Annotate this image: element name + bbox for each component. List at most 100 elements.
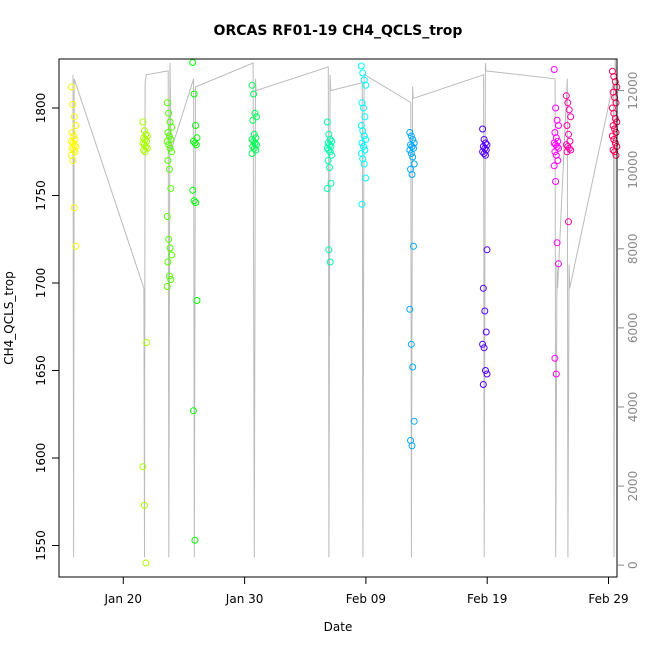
- data-point: [324, 157, 332, 164]
- data-point: [72, 143, 80, 150]
- data-point: [71, 148, 79, 156]
- data-point: [550, 66, 558, 73]
- data-point: [165, 109, 173, 117]
- data-point: [611, 115, 619, 122]
- data-point: [554, 137, 562, 145]
- data-point: [480, 150, 488, 157]
- data-point: [565, 130, 572, 138]
- data-point: [553, 116, 561, 124]
- y2-tick-label: 12000: [626, 72, 640, 110]
- data-point: [253, 141, 260, 149]
- data-point: [70, 113, 78, 121]
- data-point: [479, 284, 487, 292]
- data-point: [168, 148, 176, 156]
- data-point: [163, 283, 171, 290]
- data-point: [251, 139, 259, 147]
- data-point: [166, 144, 174, 152]
- data-point: [323, 118, 331, 126]
- y2-tick-label: 2000: [626, 471, 640, 502]
- data-point: [480, 344, 488, 352]
- data-point: [551, 354, 559, 362]
- data-point: [139, 463, 147, 471]
- data-point: [483, 370, 491, 378]
- data-point: [72, 242, 80, 250]
- data-point: [555, 122, 562, 129]
- data-point: [140, 146, 148, 154]
- data-point: [325, 146, 333, 154]
- data-point: [609, 122, 617, 129]
- series-rf05: [248, 81, 260, 157]
- data-point: [554, 157, 562, 164]
- data-point: [481, 307, 489, 315]
- data-point: [482, 139, 489, 147]
- data-point: [551, 148, 559, 156]
- data-point: [328, 137, 336, 145]
- x-tick-label: Feb 19: [467, 592, 507, 606]
- data-point: [563, 122, 571, 129]
- data-point: [68, 129, 76, 136]
- data-point: [164, 157, 172, 164]
- data-point: [67, 151, 75, 159]
- data-point: [609, 146, 617, 154]
- data-point: [143, 144, 151, 152]
- data-point: [406, 305, 414, 313]
- data-point: [192, 122, 200, 129]
- data-point: [550, 162, 558, 170]
- series-rf06: [323, 118, 336, 266]
- data-point: [360, 143, 367, 150]
- y2-tick-label: 10000: [626, 151, 640, 189]
- data-point: [167, 276, 175, 283]
- data-point: [326, 164, 333, 171]
- y-tick-label: 1700: [34, 268, 48, 299]
- data-point: [67, 83, 75, 91]
- data-point: [408, 442, 416, 450]
- data-point: [328, 151, 336, 159]
- data-point: [190, 90, 198, 98]
- data-point: [359, 69, 367, 77]
- data-point: [250, 90, 258, 98]
- data-point: [358, 139, 366, 147]
- data-point: [408, 143, 416, 150]
- data-point: [164, 129, 172, 136]
- data-point: [70, 204, 78, 212]
- data-point: [163, 99, 171, 107]
- data-point: [409, 363, 417, 371]
- x-tick-label: Feb 09: [346, 592, 386, 606]
- data-point: [480, 136, 488, 143]
- data-point: [552, 370, 560, 378]
- data-point: [562, 92, 570, 100]
- data-point: [567, 113, 575, 121]
- y2-tick-label: 0: [626, 561, 640, 569]
- data-point: [608, 132, 616, 140]
- data-point: [409, 153, 417, 161]
- data-point: [406, 129, 414, 136]
- series-rf11: [562, 92, 575, 226]
- data-point: [248, 81, 256, 89]
- data-point: [407, 150, 415, 157]
- data-point: [564, 99, 572, 107]
- data-point: [189, 407, 197, 415]
- data-point: [71, 136, 79, 143]
- data-point: [362, 136, 370, 143]
- data-point: [165, 165, 173, 173]
- series-rf03: [163, 99, 176, 290]
- data-point: [565, 218, 572, 226]
- data-point: [168, 123, 176, 131]
- data-point: [479, 340, 487, 348]
- data-point: [481, 144, 489, 152]
- data-point: [252, 134, 260, 142]
- data-point: [140, 127, 148, 135]
- data-point: [565, 144, 573, 152]
- data-point: [360, 132, 368, 140]
- data-point: [608, 67, 616, 75]
- data-point: [552, 104, 560, 112]
- data-point: [553, 239, 561, 247]
- x-tick-label: Feb 29: [588, 592, 628, 606]
- y2-tick-label: 4000: [626, 392, 640, 423]
- series-rf10: [550, 66, 562, 378]
- data-point: [142, 143, 150, 150]
- data-point: [327, 179, 335, 187]
- altitude-layer: [72, 58, 617, 558]
- x-tick-label: Jan 20: [103, 592, 142, 606]
